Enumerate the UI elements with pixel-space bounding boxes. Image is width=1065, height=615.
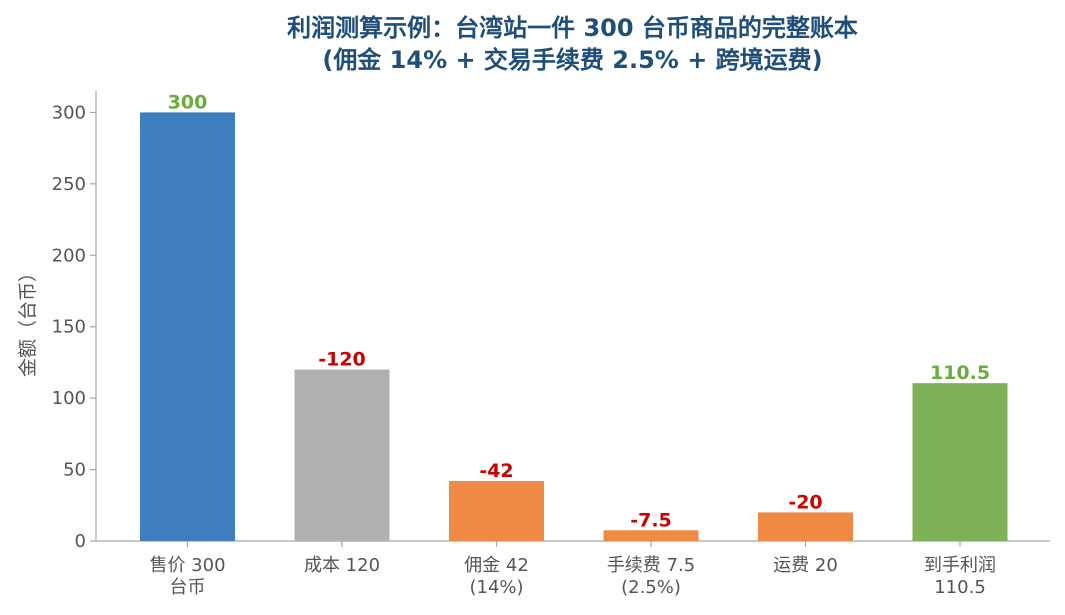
- x-tick-label: 到手利润: [924, 555, 996, 576]
- y-tick-label: 150: [52, 317, 86, 338]
- data-label-5: 110.5: [930, 362, 990, 384]
- bar-4: [758, 512, 853, 541]
- chart-title-line-1: 利润测算示例：台湾站一件 300 台币商品的完整账本: [287, 14, 858, 42]
- x-tick-label: 成本 120: [304, 555, 380, 576]
- x-tick-label: 手续费 7.5: [607, 555, 695, 576]
- data-label-4: -20: [788, 491, 822, 513]
- bar-0: [140, 112, 235, 541]
- x-tick-label: 佣金 42: [464, 555, 529, 576]
- data-label-0: 300: [168, 91, 208, 113]
- y-tick-label: 50: [63, 460, 86, 481]
- bar-3: [603, 530, 699, 541]
- x-tick-label: (14%): [469, 577, 523, 598]
- x-tick-label: 110.5: [934, 577, 986, 598]
- data-label-1: -120: [318, 349, 366, 371]
- x-tick-label: (2.5%): [621, 577, 681, 598]
- bar-5: [912, 383, 1008, 541]
- chart-title-line-2: (佣金 14% + 交易手续费 2.5% + 跨境运费): [322, 46, 823, 74]
- y-tick-label: 200: [52, 245, 86, 266]
- x-tick-label: 台币: [170, 577, 206, 598]
- y-axis-label: 金额（台币）: [17, 263, 39, 377]
- data-label-3: -7.5: [630, 509, 672, 531]
- y-tick-label: 300: [52, 102, 86, 123]
- bar-2: [449, 481, 544, 541]
- y-tick-label: 250: [52, 174, 86, 195]
- y-tick-label: 100: [52, 388, 86, 409]
- bar-1: [294, 369, 390, 541]
- data-label-2: -42: [479, 460, 513, 482]
- x-tick-label: 售价 300: [149, 555, 225, 576]
- chart-title: 利润测算示例：台湾站一件 300 台币商品的完整账本 (佣金 14% + 交易手…: [0, 12, 1065, 76]
- x-tick-label: 运费 20: [773, 555, 838, 576]
- y-tick-label: 0: [75, 531, 86, 552]
